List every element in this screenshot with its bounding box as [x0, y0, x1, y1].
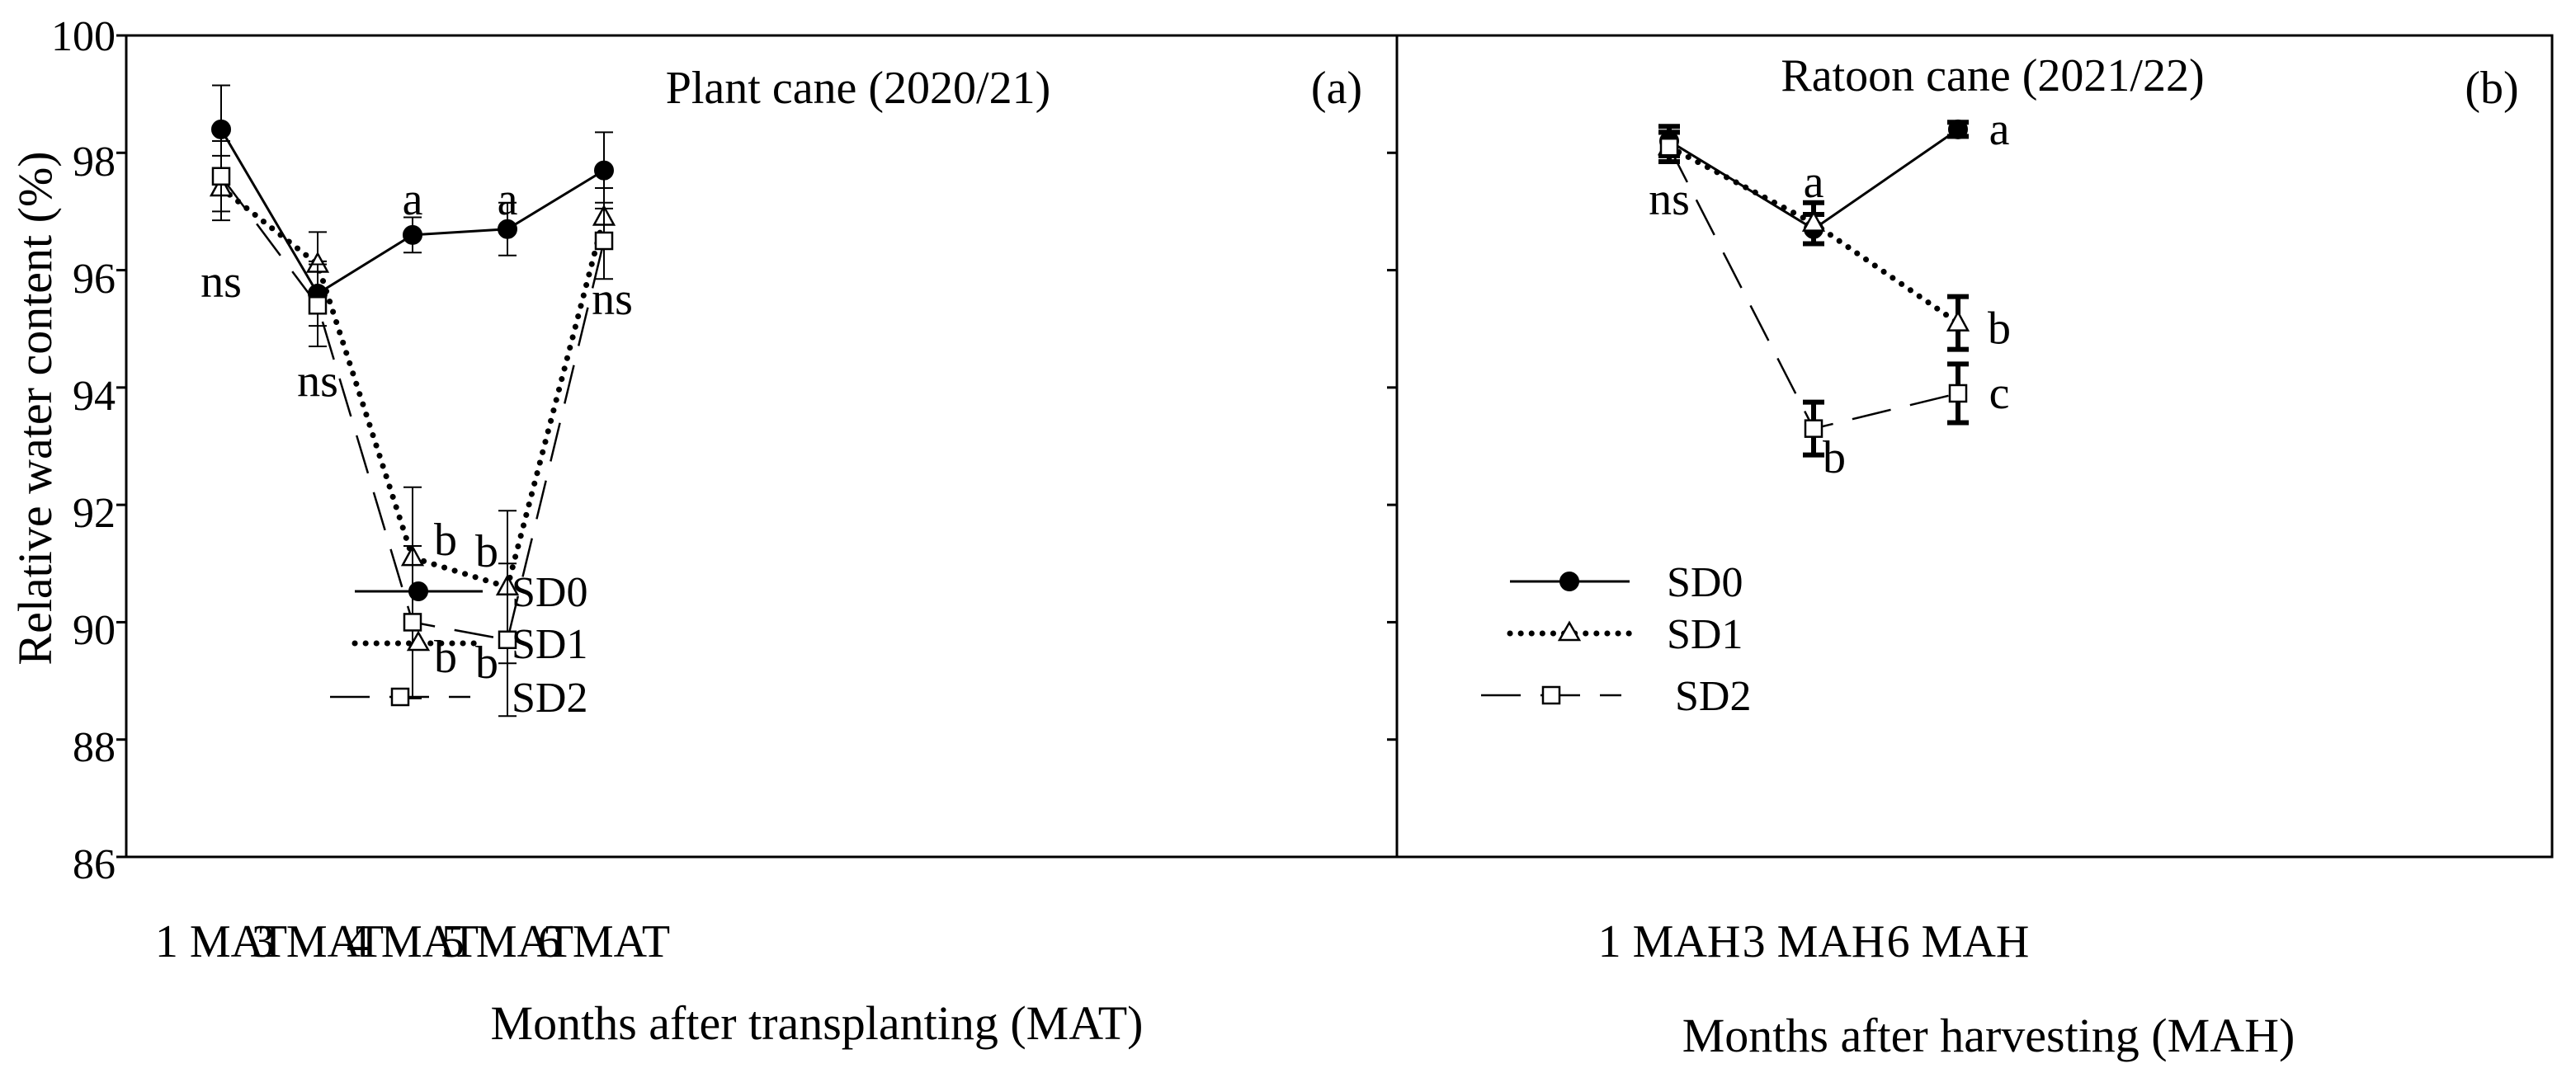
- y-tick-label: 86: [73, 841, 116, 888]
- data-point: [1801, 210, 1826, 232]
- data-point: [403, 224, 422, 245]
- data-point: [594, 231, 614, 251]
- data-point: [498, 219, 517, 239]
- data-point: [1948, 119, 1968, 139]
- significance-label: b: [475, 638, 498, 689]
- series-sd2: [211, 140, 614, 718]
- data-point: [308, 296, 328, 315]
- y-tick-label: 96: [73, 256, 116, 303]
- significance-label: b: [475, 526, 498, 577]
- data-point: [211, 119, 231, 139]
- panel-b: Ratoon cane (2021/22) (b) Months after h…: [1387, 34, 2554, 1062]
- panel-b-y-ticks: [1387, 34, 1397, 859]
- panel-a-legend: SD0 SD1 SD2: [330, 569, 587, 722]
- legend-entry-sd2: SD2: [330, 675, 587, 722]
- panel-a-title: Plant cane (2020/21): [666, 63, 1051, 114]
- data-point: [1804, 419, 1823, 438]
- data-point: [498, 630, 517, 650]
- y-tick-label: 94: [73, 373, 116, 420]
- x-tick-label: 1 MAH: [1598, 916, 1741, 967]
- legend-entry-sd0: SD0: [355, 569, 587, 616]
- y-tick-label: 90: [73, 607, 116, 654]
- significance-label: b: [1823, 432, 1846, 483]
- panel-b-legend: SD0 SD1 SD2: [1481, 559, 1751, 720]
- x-tick-label: 5 MAT: [441, 916, 573, 967]
- panel-b-x-axis-title: Months after harvesting (MAH): [1682, 1009, 2295, 1062]
- x-tick-label: 4 MAT: [347, 916, 479, 967]
- significance-label: b: [434, 515, 457, 566]
- significance-label: ns: [592, 274, 633, 325]
- panel-a-y-ticks: [116, 34, 126, 859]
- x-tick-label: 6 MAT: [538, 916, 670, 967]
- y-tick-labels: 86 88 90 92 94 96 98 100: [51, 13, 116, 888]
- legend-entry-sd0: SD0: [1510, 559, 1743, 606]
- x-tick-label: 3 MAH: [1743, 916, 1885, 967]
- legend-label: SD0: [1667, 559, 1743, 606]
- panel-b-frame: [1395, 34, 2554, 859]
- significance-label: c: [1989, 368, 2010, 419]
- legend-label: SD2: [512, 675, 587, 722]
- legend-entry-sd1: SD1: [351, 621, 587, 668]
- panel-a: Plant cane (2020/21) (a) Months after tr…: [116, 34, 1399, 1050]
- x-tick-label: 1 MAT: [155, 916, 287, 967]
- panel-a-series: [209, 84, 616, 718]
- data-point: [211, 167, 231, 186]
- significance-label: ns: [1649, 174, 1690, 225]
- significance-label: ns: [297, 356, 338, 407]
- legend-entry-sd1: SD1: [1507, 611, 1743, 658]
- y-tick-label: 88: [73, 724, 116, 771]
- significance-label: a: [1804, 157, 1824, 208]
- significance-label: ns: [201, 256, 242, 308]
- panel-a-frame: [125, 34, 1399, 859]
- legend-label: SD0: [512, 569, 587, 616]
- legend-label: SD2: [1675, 673, 1751, 720]
- panel-b-x-tick-labels: 1 MAH 3 MAH 6 MAH: [1598, 916, 2030, 967]
- data-point: [1659, 137, 1679, 157]
- series-sd2: [1658, 129, 1969, 458]
- panel-a-label: (a): [1311, 63, 1362, 114]
- data-point: [1948, 384, 1968, 403]
- y-tick-label: 92: [73, 490, 116, 537]
- panel-b-label: (b): [2465, 63, 2518, 114]
- data-point: [403, 613, 422, 632]
- significance-label: b: [1988, 304, 2011, 355]
- panel-b-title: Ratoon cane (2021/22): [1781, 50, 2204, 101]
- legend-label: SD1: [1667, 611, 1743, 658]
- panel-b-series: [1657, 119, 1970, 458]
- significance-label: a: [403, 174, 423, 225]
- data-point: [1946, 309, 1970, 332]
- x-tick-label: 6 MAH: [1887, 916, 2030, 967]
- legend-entry-sd2: SD2: [1481, 673, 1751, 720]
- significance-label: a: [1989, 104, 2010, 155]
- x-tick-label: 3 MAT: [252, 916, 384, 967]
- significance-label: a: [498, 174, 518, 225]
- y-tick-label: 100: [51, 13, 116, 60]
- y-axis-title: Relative water content (%): [8, 151, 62, 665]
- y-tick-label: 98: [73, 139, 116, 186]
- data-point: [594, 160, 614, 181]
- significance-label: b: [434, 632, 457, 683]
- legend-label: SD1: [512, 621, 587, 668]
- panel-a-x-axis-title: Months after transplanting (MAT): [491, 996, 1144, 1050]
